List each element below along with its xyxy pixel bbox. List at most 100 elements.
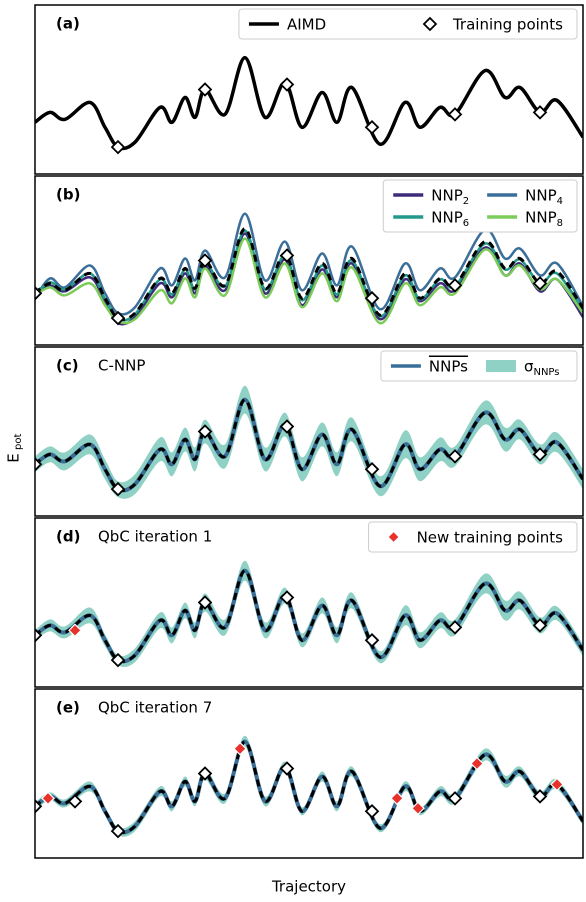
legend-label-sub: 8 xyxy=(557,218,563,229)
marker xyxy=(447,278,463,293)
panel-subtitle: QbC iteration 1 xyxy=(98,528,212,546)
legend-label-sub: NNPs xyxy=(533,367,559,378)
legend-box xyxy=(382,179,578,233)
y-label-sub: pot xyxy=(13,434,24,450)
marker xyxy=(532,105,548,120)
legend-item: Training points xyxy=(422,16,563,34)
legend-label: AIMD xyxy=(287,16,326,34)
uncertainty-band xyxy=(35,385,583,499)
series-line xyxy=(35,229,583,322)
legend-box xyxy=(368,521,578,553)
legend-label: NNP xyxy=(525,209,557,227)
marker xyxy=(447,620,463,635)
marker xyxy=(470,756,484,771)
legend: NNPs σ NNPs xyxy=(380,350,578,382)
panel-frame xyxy=(34,4,584,175)
marker xyxy=(532,789,548,804)
legend-item: NNPs xyxy=(390,358,468,376)
marker xyxy=(364,291,380,306)
marker xyxy=(364,462,380,477)
marker xyxy=(279,590,295,605)
legend-item: NNP 2 xyxy=(393,187,469,207)
legend-label-sub: 4 xyxy=(557,196,563,207)
legend-label: NNP xyxy=(431,209,463,227)
legend-item: σ NNPs xyxy=(485,358,560,378)
marker xyxy=(364,120,380,135)
marker xyxy=(447,449,463,464)
marker xyxy=(550,777,564,792)
marker xyxy=(364,804,380,819)
legend-label: NNPs xyxy=(429,358,468,376)
marker xyxy=(390,791,404,806)
marker xyxy=(110,823,126,839)
panel-frame xyxy=(34,346,584,517)
marker xyxy=(532,618,548,633)
marker xyxy=(68,623,82,638)
marker xyxy=(197,253,213,268)
panel-label: (a) xyxy=(56,15,80,33)
marker xyxy=(110,652,126,668)
panel-subtitle: QbC iteration 7 xyxy=(98,699,212,717)
legend-box xyxy=(380,350,578,382)
panel xyxy=(35,212,583,326)
y-label: E xyxy=(5,453,23,462)
marker xyxy=(279,761,295,776)
panel-frame xyxy=(34,517,584,688)
legend-label-sub: 2 xyxy=(463,196,469,207)
marker xyxy=(197,595,213,610)
legend-label: Training points xyxy=(452,16,563,34)
legend-box xyxy=(238,8,578,40)
y-axis-label: E pot xyxy=(5,434,25,463)
panel-subtitle: C-NNP xyxy=(98,357,145,375)
panel xyxy=(35,560,583,668)
marker xyxy=(35,286,43,301)
legend: AIMD Training points xyxy=(238,8,578,40)
legend-item: New training points xyxy=(386,529,564,547)
panel xyxy=(35,55,583,155)
marker xyxy=(35,628,43,643)
marker xyxy=(197,82,213,97)
uncertainty-band xyxy=(35,735,583,837)
panel-label: (c) xyxy=(56,357,79,375)
uncertainty-band xyxy=(35,560,583,667)
legend-handle xyxy=(386,529,401,545)
marker xyxy=(110,139,126,155)
legend-item: NNP 8 xyxy=(487,209,563,229)
legend-handle xyxy=(485,360,516,372)
marker xyxy=(197,766,213,781)
marker xyxy=(279,419,295,434)
series-line xyxy=(35,739,583,835)
marker xyxy=(233,741,247,756)
marker xyxy=(67,794,83,809)
panel-frame xyxy=(34,688,584,859)
legend-item: NNP 6 xyxy=(393,209,469,229)
legend-item: NNP 4 xyxy=(487,187,563,207)
marker xyxy=(411,801,425,816)
marker xyxy=(364,633,380,648)
legend-label: New training points xyxy=(417,529,564,547)
marker xyxy=(197,424,213,439)
legend-label: NNP xyxy=(431,187,463,205)
legend-label-sub: 6 xyxy=(463,218,469,229)
marker xyxy=(110,481,126,497)
marker xyxy=(279,248,295,263)
marker xyxy=(447,791,463,806)
marker xyxy=(532,276,548,291)
reference-line xyxy=(35,227,583,321)
series-line xyxy=(35,55,583,151)
marker xyxy=(35,457,43,472)
reference-line xyxy=(35,569,583,663)
panel-label: (e) xyxy=(56,699,80,717)
panel-label: (d) xyxy=(56,528,80,546)
marker xyxy=(35,799,43,814)
legend-label: NNP xyxy=(525,187,557,205)
marker xyxy=(41,791,55,806)
marker xyxy=(279,77,295,92)
marker xyxy=(447,107,463,122)
panel-label: (b) xyxy=(56,186,80,204)
legend-label: σ xyxy=(524,358,534,376)
panel xyxy=(35,385,583,499)
reference-line xyxy=(35,740,583,834)
